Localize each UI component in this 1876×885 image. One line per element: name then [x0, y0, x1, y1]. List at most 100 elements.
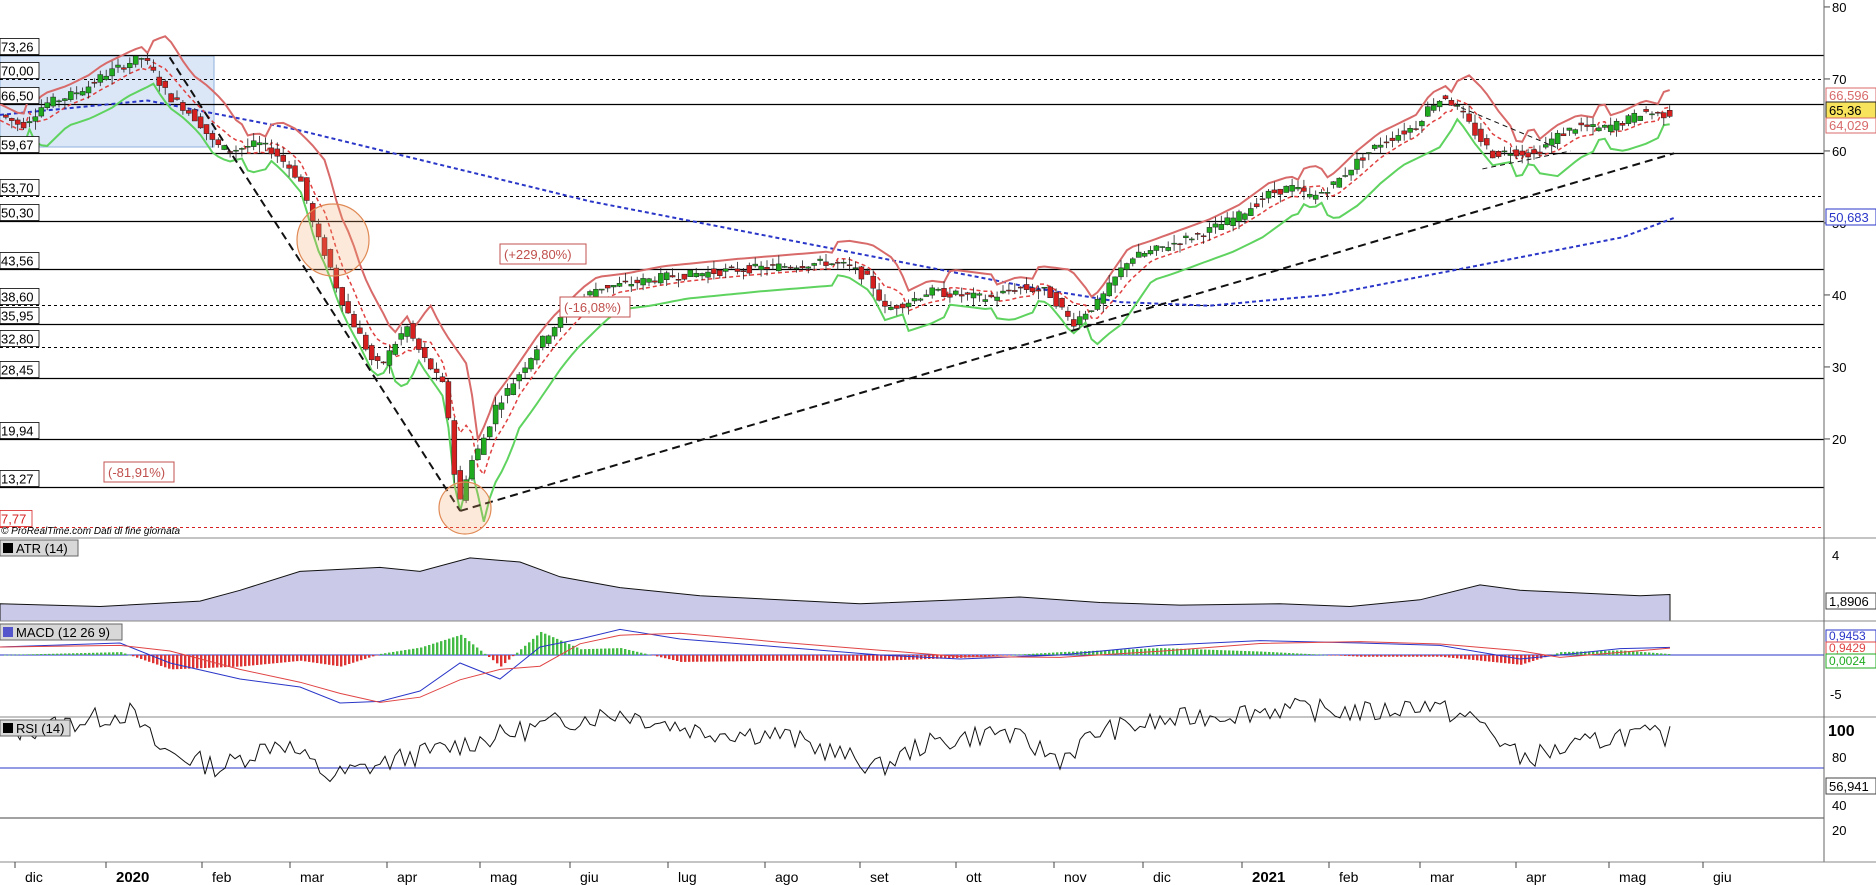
macd-bar-832	[832, 655, 835, 661]
macd-bar-100	[100, 652, 103, 655]
macd-bar-324	[324, 655, 327, 665]
macd-bar-1508	[1508, 655, 1511, 664]
moving-average-200	[0, 99, 1675, 307]
macd-bar-1656	[1656, 653, 1659, 655]
candle-body-142	[835, 262, 841, 264]
candle-body-128	[752, 263, 758, 267]
macd-bar-1272	[1272, 652, 1275, 655]
macd-bar-1528	[1528, 655, 1531, 663]
macd-bar-1292	[1292, 653, 1295, 655]
level-box-10	[0, 361, 40, 378]
macd-bar-1476	[1476, 655, 1479, 661]
candle-body-281	[1655, 111, 1661, 114]
macd-bar-1412	[1412, 655, 1415, 657]
sma-200-line	[0, 99, 1675, 307]
macd-bar-1324	[1324, 654, 1327, 656]
macd-bar-1632	[1632, 651, 1635, 655]
macd-line	[0, 628, 1671, 704]
mid-band-line	[0, 61, 1670, 476]
macd-bar-1268	[1268, 651, 1271, 655]
candle-body-248	[1460, 110, 1466, 113]
macd-bar-228	[228, 655, 231, 668]
macd-bar-188	[188, 655, 191, 669]
candle-body-148	[870, 275, 876, 289]
price-tick-5: 30	[1832, 360, 1846, 375]
macd-bar-1600	[1600, 650, 1603, 655]
macd-bar-560	[560, 640, 563, 655]
macd-bar-768	[768, 655, 771, 661]
macd-bar-1660	[1660, 653, 1663, 655]
macd-bar-1516	[1516, 655, 1519, 665]
macd-bar-852	[852, 655, 855, 661]
candle-body-216	[1271, 189, 1278, 194]
candle-body-266	[1566, 127, 1573, 131]
macd-bar-1204	[1204, 649, 1207, 655]
candle-body-155	[911, 298, 918, 302]
month-label-2: feb	[212, 869, 232, 885]
candle-body-26	[150, 66, 157, 71]
rsi-tick-80: 80	[1832, 750, 1846, 765]
macd-bar-380	[380, 653, 383, 655]
candle-body-169	[994, 296, 1000, 301]
macd-bar-1376	[1376, 655, 1379, 657]
macd-bar-1288	[1288, 652, 1291, 655]
candle-body-102	[599, 288, 605, 291]
macd-bar-744	[744, 655, 747, 662]
macd-bar-1340	[1340, 655, 1343, 656]
candle-body-237	[1395, 135, 1402, 141]
macd-bar-904	[904, 655, 907, 660]
candle-body-210	[1236, 211, 1242, 222]
candle-body-275	[1619, 123, 1626, 126]
macd-bar-60	[60, 653, 63, 655]
annotation-box-up	[499, 243, 587, 265]
candle-body-55	[321, 237, 328, 256]
macd-bar-1648	[1648, 652, 1651, 655]
highlight-circle-bottom	[438, 481, 492, 535]
level-box-2	[0, 87, 40, 104]
rsi-title-box	[0, 719, 71, 737]
macd-bar-1120	[1120, 649, 1123, 655]
candle-body-204	[1200, 235, 1207, 238]
candle-body-272	[1602, 124, 1608, 128]
macd-bar-340	[340, 655, 343, 667]
candle-body-42	[245, 146, 251, 148]
candle-body-257	[1513, 149, 1520, 157]
macd-bar-292	[292, 655, 295, 662]
macd-bar-116	[116, 652, 119, 655]
macd-bar-516	[516, 652, 519, 655]
candle-body-223	[1312, 194, 1319, 200]
macd-bar-728	[728, 655, 731, 662]
candle-body-152	[894, 305, 900, 309]
macd-bar-976	[976, 655, 979, 657]
macd-bar-1336	[1336, 655, 1339, 656]
macd-bar-332	[332, 655, 335, 666]
macd-bar-448	[448, 638, 451, 655]
macd-bar-1580	[1580, 651, 1583, 655]
trend-lines	[168, 56, 1675, 512]
level-box-8	[0, 307, 40, 324]
tag-lower-value: 64,029	[1829, 118, 1869, 133]
candle-body-30	[174, 97, 180, 100]
macd-bar-416	[416, 648, 419, 655]
macd-bar-816	[816, 655, 819, 661]
candle-body-173	[1017, 286, 1024, 289]
macd-bar-124	[124, 653, 127, 655]
macd-bar-892	[892, 655, 895, 661]
candle-body-60	[351, 314, 357, 328]
candle-body-185	[1088, 310, 1095, 312]
candle-body-19	[109, 68, 115, 77]
macd-bar-1520	[1520, 655, 1523, 665]
upper-band-line	[0, 35, 1670, 443]
macd-bar-1348	[1348, 655, 1351, 657]
macd-bar-704	[704, 655, 707, 662]
macd-bar-1284	[1284, 652, 1287, 655]
macd-bar-456	[456, 636, 459, 655]
candle-body-190	[1118, 267, 1124, 278]
month-label-12: dic	[1153, 869, 1171, 885]
candle-body-16	[91, 81, 98, 84]
candle-body-83	[486, 426, 493, 438]
candle-body-135	[793, 267, 800, 270]
candle-body-50	[292, 165, 298, 178]
candle-body-52	[304, 177, 310, 201]
macd-bar-72	[72, 653, 75, 655]
